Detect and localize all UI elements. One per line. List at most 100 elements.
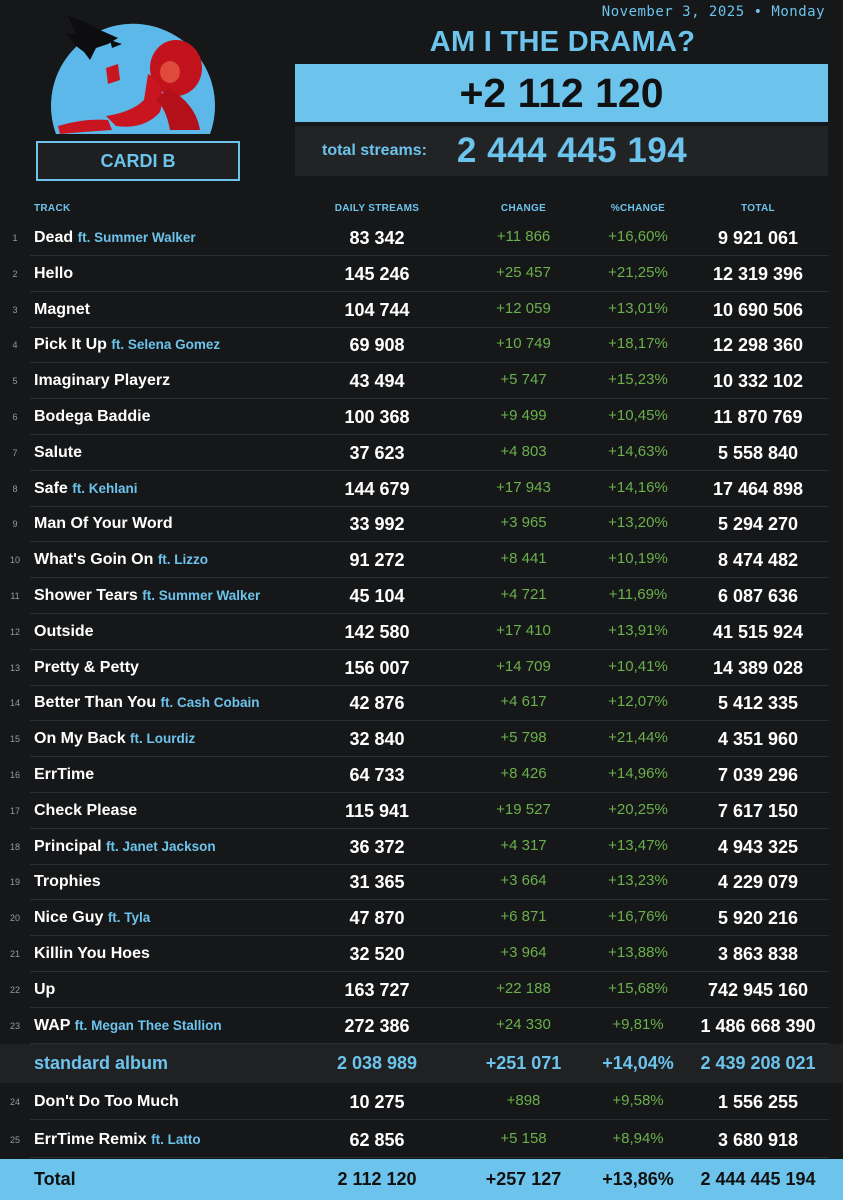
table-row: 2 Hello 145 246 +25 457 +21,25% 12 319 396 [0,256,843,292]
row-divider [30,469,829,471]
track-title: WAP ft. Megan Thee Stallion [34,1017,222,1035]
column-header-pct: %CHANGE [610,203,666,214]
track-daily-streams: 83 342 [349,228,405,248]
track-number: 5 [12,376,18,387]
track-number: 6 [12,412,18,422]
track-title: Safe ft. Kehlani [34,480,138,498]
track-pct-change: +9,81% [612,1015,664,1033]
track-title: ErrTime [34,766,94,784]
track-daily-streams: 33 992 [349,514,405,535]
track-pct-change: +16,60% [608,228,668,245]
table-row: 3 Magnet 104 744 +12 059 +13,01% 10 690 506 [0,292,843,328]
track-number: 12 [9,626,20,637]
track-daily-streams: 62 856 [349,1129,405,1150]
track-daily-streams: 145 246 [344,263,410,284]
track-number: 24 [9,1097,20,1107]
grand-total-total: 2 444 445 194 [700,1169,816,1189]
table-row: 9 Man Of Your Word 33 992 +3 965 +13,20% 5 2… [0,506,843,543]
track-pct-change: +21,44% [608,729,668,747]
track-number: 16 [9,770,20,780]
row-divider [30,505,829,507]
table-row: 13 Pretty & Petty 156 007 +14 709 +10,41% 14… [0,650,843,686]
track-pct-change: +13,91% [608,621,668,639]
track-total-streams: 3 680 918 [717,1129,799,1150]
track-total-streams: 41 515 924 [712,621,804,642]
row-divider [30,684,829,686]
track-pct-change: +13,88% [608,944,668,961]
track-title: Pretty & Petty [34,659,139,677]
album-cover-art [48,8,233,143]
track-pct-change: +13,23% [608,872,668,890]
track-number: 22 [9,984,20,995]
track-total-streams: 4 351 960 [717,729,799,750]
track-total-streams: 7 617 150 [717,800,799,821]
track-featuring: ft. Janet Jackson [106,838,216,854]
track-title-text: Dead [34,229,74,246]
track-title: Dead ft. Summer Walker [34,229,196,247]
track-title-text: Trophies [34,873,101,891]
track-title: Shower Tears ft. Summer Walker [34,587,260,605]
track-pct-change: +11,69% [608,586,668,603]
track-number: 3 [12,304,18,315]
track-change: +24 330 [496,1015,551,1033]
track-total-streams: 14 389 028 [712,657,804,678]
track-number: 8 [12,483,18,494]
track-change: +17 943 [496,478,551,496]
track-change: +25 457 [496,263,551,281]
row-divider [30,827,829,829]
track-featuring: ft. Lizzo [157,552,209,568]
track-total-streams: 7 039 296 [717,765,799,785]
table-row: 18 Principal ft. Janet Jackson 36 372 +4 31… [0,829,843,865]
track-number: 7 [12,447,18,458]
track-title-text: Salute [34,443,83,461]
total-streams-label: total streams: [322,142,427,159]
track-change: +14 709 [496,657,551,675]
track-title-text: Better Than You [34,694,157,712]
track-title: Don't Do Too Much [34,1093,179,1111]
track-pct-change: +20,25% [608,800,668,818]
date-label: November 3, 2025 • Monday [601,4,825,20]
track-total-streams: 5 412 335 [717,693,799,714]
track-title: Outside [34,623,94,641]
track-daily-streams: 43 494 [349,371,405,392]
track-number: 17 [9,805,20,816]
row-divider [30,1042,829,1044]
track-change: +4 803 [500,442,547,460]
track-title: Check Please [34,802,137,820]
track-featuring: ft. Summer Walker [142,588,261,603]
track-pct-change: +9,58% [612,1092,664,1109]
table-row: 15 On My Back ft. Lourdiz 32 840 +5 798 +21,… [0,721,843,758]
table-row: 23 WAP ft. Megan Thee Stallion 272 386 +24 … [0,1008,843,1044]
track-number: 25 [9,1134,20,1145]
track-title-text: Outside [34,622,94,640]
track-number: 19 [9,877,20,888]
row-divider [30,326,829,328]
track-title-text: Nice Guy [34,909,104,927]
row-divider [30,720,829,722]
total-streams-banner: total streams: 2 444 445 194 [295,126,828,176]
track-title-text: Imaginary Playerz [34,372,171,390]
track-title: Magnet [34,301,90,319]
track-pct-change: +15,23% [608,371,668,389]
track-title: Bodega Baddie [34,408,150,426]
standard-album-label: standard album [34,1053,169,1073]
track-pct-change: +13,47% [608,836,668,854]
track-pct-change: +18,17% [608,335,668,353]
track-change: +8 441 [500,550,547,568]
track-daily-streams: 47 870 [349,908,405,929]
track-total-streams: 12 298 360 [712,335,804,356]
track-pct-change: +8,94% [612,1129,664,1147]
track-number: 10 [9,555,20,566]
table-header: TRACK DAILY STREAMS CHANGE %CHANGE TOTAL [0,203,843,217]
track-daily-streams: 91 272 [349,550,405,571]
table-row: 24 Don't Do Too Much 10 275 +898 +9,58% 1 55… [0,1084,843,1120]
track-change: +22 188 [496,979,551,997]
table-row: 5 Imaginary Playerz 43 494 +5 747 +15,23% 10… [0,363,843,400]
track-change: +12 059 [496,299,551,317]
standard-album-row: standard album 2 038 989 +251 071 +14,04… [0,1044,843,1083]
standard-album-daily: 2 038 989 [336,1053,418,1073]
track-total-streams: 9 921 061 [717,228,799,248]
track-title-text: WAP [34,1016,71,1034]
track-title-text: Pretty & Petty [34,658,139,676]
track-daily-streams: 115 941 [344,800,410,821]
